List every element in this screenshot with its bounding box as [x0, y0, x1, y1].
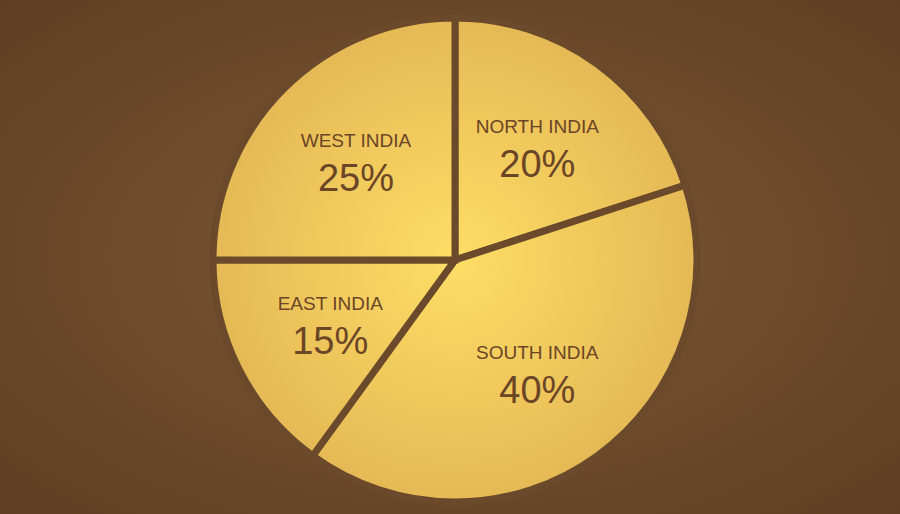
- slice-value-label: 40%: [499, 369, 575, 411]
- slice-value-label: 20%: [499, 143, 575, 185]
- pie-slice: [213, 18, 455, 260]
- background: [0, 0, 900, 514]
- slice-category-label: NORTH INDIA: [476, 116, 599, 137]
- pie-slice: [213, 260, 455, 456]
- slice-category-label: SOUTH INDIA: [476, 342, 599, 363]
- chart-container: NORTH INDIA 20% SOUTH INDIA 40% EAST INDIA 15…: [0, 0, 900, 514]
- slice-category-label: EAST INDIA: [278, 293, 384, 314]
- labels: NORTH INDIA 20% SOUTH INDIA 40% EAST INDIA 15…: [278, 116, 600, 412]
- pie: [213, 18, 697, 502]
- chart-svg: NORTH INDIA 20% SOUTH INDIA 40% EAST INDIA 15…: [0, 0, 900, 514]
- slice-value-label: 25%: [318, 157, 394, 199]
- slice-value-label: 15%: [292, 320, 368, 362]
- slice-category-label: WEST INDIA: [301, 130, 412, 151]
